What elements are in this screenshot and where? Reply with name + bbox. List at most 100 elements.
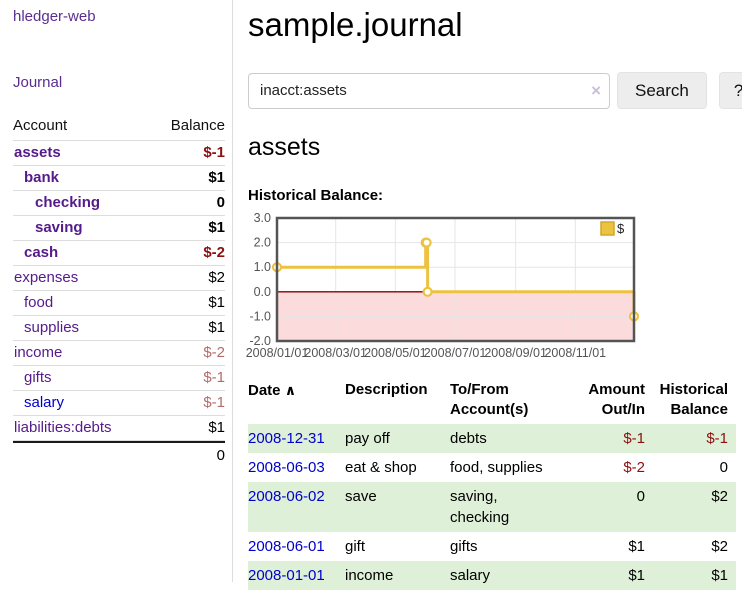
data-point-marker bbox=[421, 237, 432, 248]
cell-accounts: debts bbox=[450, 430, 487, 447]
account-row: liabilities:debts $1 bbox=[13, 416, 225, 441]
account-row: checking 0 bbox=[13, 191, 225, 216]
account-link-salary[interactable]: salary bbox=[24, 394, 65, 411]
transaction-row[interactable]: 2008-06-01 gift gifts $1 $2 bbox=[248, 532, 736, 561]
register-header-row: Date ∧ Description To/From Account(s) Am… bbox=[248, 378, 736, 424]
account-row: bank $1 bbox=[13, 166, 225, 191]
register-table: Date ∧ Description To/From Account(s) Am… bbox=[248, 378, 736, 590]
cell-balance: $1 bbox=[711, 567, 728, 584]
column-header-description: Description bbox=[345, 381, 428, 398]
balance-chart-svg: $3.0 2.0 1.0 0.0 -1.0 -2.02008/01/012008/03/0… bbox=[246, 211, 640, 360]
account-row: food $1 bbox=[13, 291, 225, 316]
svg-text:$: $ bbox=[617, 221, 625, 236]
cell-accounts: saving, checking bbox=[450, 488, 510, 526]
brand-link[interactable]: hledger-web bbox=[13, 8, 96, 25]
account-link-assets[interactable]: assets bbox=[14, 144, 61, 161]
transaction-date-link[interactable]: 2008-06-01 bbox=[248, 538, 325, 555]
account-link-saving[interactable]: saving bbox=[35, 219, 83, 236]
cell-date: 2008-12-31 bbox=[248, 424, 345, 453]
account-tree: assets $-1 bank $1 checking 0 saving $1 cash $-2 e… bbox=[13, 141, 225, 441]
account-column-header: Account bbox=[13, 117, 68, 134]
transaction-date-link[interactable]: 2008-06-02 bbox=[248, 488, 325, 505]
cell-date: 2008-06-01 bbox=[248, 532, 345, 561]
account-row: supplies $1 bbox=[13, 316, 225, 341]
cell-amount: 0 bbox=[636, 488, 645, 505]
x-axis-tick-label: 2008/03/01 bbox=[304, 346, 367, 360]
clear-search-icon[interactable]: × bbox=[591, 80, 601, 100]
account-link-checking[interactable]: checking bbox=[35, 194, 101, 211]
column-header-amount: Amount Out/In bbox=[588, 381, 645, 418]
sidebar-item-journal[interactable]: Journal bbox=[13, 74, 63, 91]
cell-date: 2008-01-01 bbox=[248, 561, 345, 590]
account-link-bank[interactable]: bank bbox=[24, 169, 60, 186]
sort-ascending-icon: ∧ bbox=[284, 382, 297, 398]
account-row: expenses $2 bbox=[13, 266, 225, 291]
y-axis-tick-label: 2.0 bbox=[254, 236, 271, 250]
cell-description: pay off bbox=[345, 430, 390, 447]
account-row: salary $-1 bbox=[13, 391, 225, 416]
cell-balance: $2 bbox=[711, 488, 728, 505]
chart-legend: $ bbox=[600, 221, 625, 236]
cell-amount: $1 bbox=[628, 567, 645, 584]
account-link-expenses[interactable]: expenses bbox=[14, 269, 79, 286]
account-balance: $-1 bbox=[203, 144, 225, 161]
account-link-cash[interactable]: cash bbox=[24, 244, 59, 261]
search-button[interactable]: Search bbox=[617, 72, 707, 109]
data-point-marker bbox=[422, 286, 433, 297]
page-title: sample.journal bbox=[248, 6, 463, 43]
account-row: saving $1 bbox=[13, 216, 225, 241]
account-balance: $1 bbox=[208, 219, 225, 236]
x-axis-tick-label: 2008/01/01 bbox=[246, 346, 309, 360]
cell-balance: $-1 bbox=[706, 430, 728, 447]
account-balance: $-1 bbox=[203, 394, 225, 411]
account-balance: $-2 bbox=[203, 344, 225, 361]
search-input-wrap: × bbox=[248, 72, 610, 109]
account-balance: $1 bbox=[208, 294, 225, 311]
chart-label: Historical Balance: bbox=[248, 187, 384, 204]
cell-accounts: salary bbox=[450, 567, 491, 584]
account-balance: 0 bbox=[216, 194, 225, 211]
transaction-date-link[interactable]: 2008-06-03 bbox=[248, 459, 325, 476]
account-balance: $2 bbox=[208, 269, 225, 286]
transaction-row[interactable]: 2008-01-01 income salary $1 $1 bbox=[248, 561, 736, 590]
column-header-date[interactable]: Date ∧ bbox=[248, 382, 297, 399]
account-link-gifts[interactable]: gifts bbox=[24, 369, 52, 386]
x-axis-tick-label: 2008/11/01 bbox=[544, 346, 606, 360]
account-link-liabilities-debts[interactable]: liabilities:debts bbox=[14, 419, 112, 436]
cell-amount: $-1 bbox=[623, 430, 645, 447]
cell-description: save bbox=[345, 488, 377, 505]
y-axis-tick-label: -2.0 bbox=[249, 334, 271, 348]
account-row: assets $-1 bbox=[13, 141, 225, 166]
transaction-row[interactable]: 2008-06-02 save saving, checking 0 $2 bbox=[248, 482, 736, 532]
account-balance: $1 bbox=[208, 169, 225, 186]
search-input[interactable] bbox=[248, 72, 610, 109]
sidebar-total-row: 0 bbox=[13, 441, 225, 468]
cell-balance: 0 bbox=[719, 459, 728, 476]
account-link-food[interactable]: food bbox=[24, 294, 54, 311]
x-axis-tick-label: 2008/05/01 bbox=[364, 346, 427, 360]
cell-date: 2008-06-02 bbox=[248, 482, 345, 532]
transaction-date-link[interactable]: 2008-12-31 bbox=[248, 430, 325, 447]
account-link-supplies[interactable]: supplies bbox=[24, 319, 80, 336]
historical-balance-chart: $3.0 2.0 1.0 0.0 -1.0 -2.0 2008/01/01 2008/03/0… bbox=[246, 210, 658, 362]
account-row: cash $-2 bbox=[13, 241, 225, 266]
cell-date: 2008-06-03 bbox=[248, 453, 345, 482]
cell-balance: $2 bbox=[711, 538, 728, 555]
column-header-balance: Historical Balance bbox=[659, 381, 728, 418]
cell-accounts: gifts bbox=[450, 538, 478, 555]
cell-amount: $-2 bbox=[623, 459, 645, 476]
transaction-row[interactable]: 2008-06-03 eat & shop food, supplies $-2 0 bbox=[248, 453, 736, 482]
transaction-date-link[interactable]: 2008-01-01 bbox=[248, 567, 325, 584]
balance-column-header: Balance bbox=[170, 117, 225, 134]
account-row: income $-2 bbox=[13, 341, 225, 366]
account-table-header: Account Balance bbox=[13, 113, 225, 141]
main-content: sample.journal × Search ? assets Histori… bbox=[234, 0, 742, 590]
account-balance: $1 bbox=[208, 319, 225, 336]
search-form: × Search ? bbox=[248, 72, 742, 109]
transaction-row[interactable]: 2008-12-31 pay off debts $-1 $-1 bbox=[248, 424, 736, 453]
help-button[interactable]: ? bbox=[718, 72, 742, 109]
account-link-income[interactable]: income bbox=[14, 344, 63, 361]
x-axis-tick-label: 2008/07/01 bbox=[424, 346, 487, 360]
cell-amount: $1 bbox=[628, 538, 645, 555]
y-axis-tick-label: 0.0 bbox=[254, 285, 271, 299]
